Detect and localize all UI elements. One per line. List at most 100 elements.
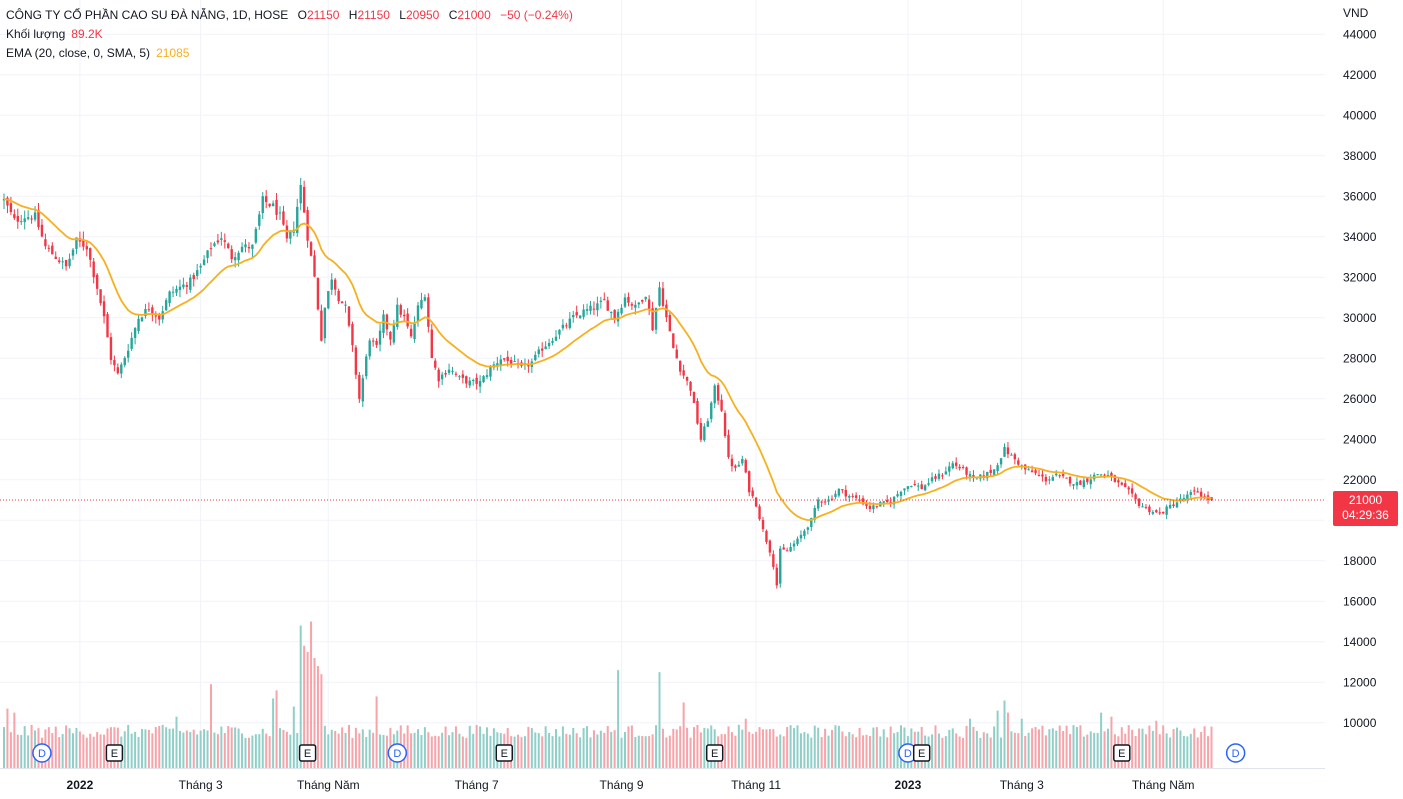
earnings-marker[interactable] [298, 744, 317, 762]
candle-body [582, 309, 585, 317]
candle-body [741, 458, 744, 464]
candle-body [848, 496, 851, 498]
volume-bar [334, 730, 337, 768]
y-tick-label: 28000 [1343, 351, 1377, 365]
volume-bar [993, 726, 996, 768]
candle-body [289, 230, 292, 239]
candle-body [679, 360, 682, 372]
candle-body [917, 485, 920, 487]
high-label: H [348, 8, 358, 22]
candle-body [955, 462, 958, 466]
candle-body [278, 212, 282, 214]
volume-bar [768, 729, 771, 768]
earnings-marker-label: E [111, 748, 118, 760]
candle-body [223, 240, 226, 242]
volume-bar [675, 729, 678, 768]
candle-body [302, 186, 306, 213]
candle-body [213, 243, 216, 246]
x-tick-label: Tháng Năm [297, 778, 360, 792]
candle-body [968, 474, 972, 477]
volume-bar [344, 732, 347, 768]
candle-body [1010, 454, 1013, 456]
volume-bar [237, 728, 240, 768]
candle-body [403, 314, 406, 317]
candle-body [644, 296, 647, 300]
currency-label[interactable]: VND [1343, 6, 1369, 20]
dividend-marker[interactable] [1225, 743, 1246, 763]
candle-body [334, 279, 337, 290]
earnings-marker[interactable] [912, 744, 931, 762]
symbol-title: CÔNG TY CỔ PHẦN CAO SU ĐÀ NẴNG, 1D, HOSE [6, 8, 289, 22]
candle-body [730, 458, 734, 467]
volume-bar [975, 730, 978, 768]
volume-bar [327, 734, 330, 768]
volume-bar [9, 732, 12, 768]
volume-bar [810, 737, 813, 768]
candle-body [1199, 491, 1203, 497]
candle-body [313, 255, 316, 277]
dividend-marker[interactable] [32, 743, 52, 763]
y-tick-label: 44000 [1343, 27, 1377, 41]
candle-body [675, 349, 678, 359]
volume-bar [1072, 725, 1075, 768]
volume-bar [375, 696, 378, 768]
volume-bar [185, 730, 188, 768]
candle-body [40, 224, 44, 237]
last-price-value: 21000 [1348, 493, 1383, 507]
volume-bar [1000, 737, 1003, 768]
y-tick-label: 32000 [1343, 270, 1377, 284]
volume-bar [634, 736, 637, 768]
volume-bar [486, 727, 488, 768]
candle-body [1155, 510, 1158, 513]
volume-bar [144, 729, 147, 768]
volume-bar [1138, 728, 1141, 768]
volume-bar [637, 735, 640, 768]
earnings-marker[interactable] [1113, 744, 1131, 762]
earnings-marker[interactable] [105, 744, 124, 762]
candle-body [1168, 504, 1172, 509]
candle-body [844, 489, 847, 497]
open-value: 21150 [306, 8, 340, 22]
candle-body [585, 309, 589, 311]
ema-row[interactable]: EMA (20, close, 0, SMA, 5) 21085 [6, 44, 573, 63]
volume-bar [96, 732, 99, 768]
candle-body [934, 476, 937, 479]
earnings-marker[interactable] [495, 744, 513, 762]
candle-body [903, 488, 906, 491]
candle-body [830, 498, 834, 500]
volume-row[interactable]: Khối lượng 89.2K [6, 25, 573, 44]
volume-bar [989, 737, 992, 768]
volume-bar [982, 732, 985, 768]
volume-bar [320, 674, 323, 768]
candle-body [375, 341, 378, 345]
volume-bar [427, 732, 430, 768]
candle-body [158, 314, 161, 320]
volume-bar [972, 726, 975, 768]
candle-body [565, 325, 568, 327]
volume-bar [365, 736, 368, 768]
volume-bar [1189, 733, 1192, 768]
candle-body [768, 540, 772, 553]
volume-bar [3, 727, 5, 768]
volume-bar [210, 684, 212, 768]
volume-bar [848, 732, 851, 768]
volume-bar [579, 737, 582, 768]
earnings-marker[interactable] [705, 744, 724, 762]
candle-body [965, 467, 968, 475]
candle-body [20, 221, 23, 223]
volume-bar [630, 725, 633, 768]
candle-body [1044, 476, 1048, 482]
volume-bar [206, 730, 209, 768]
candle-body [1124, 483, 1127, 487]
volume-bar [175, 716, 178, 768]
volume-bar [123, 731, 126, 768]
volume-bar [782, 736, 785, 768]
candle-body [923, 485, 927, 491]
dividend-marker[interactable] [387, 743, 408, 763]
volume-bar [1210, 726, 1213, 768]
volume-bar [103, 734, 106, 768]
candle-body [1127, 487, 1130, 490]
volume-bar [472, 733, 475, 768]
volume-bar [1148, 725, 1151, 768]
